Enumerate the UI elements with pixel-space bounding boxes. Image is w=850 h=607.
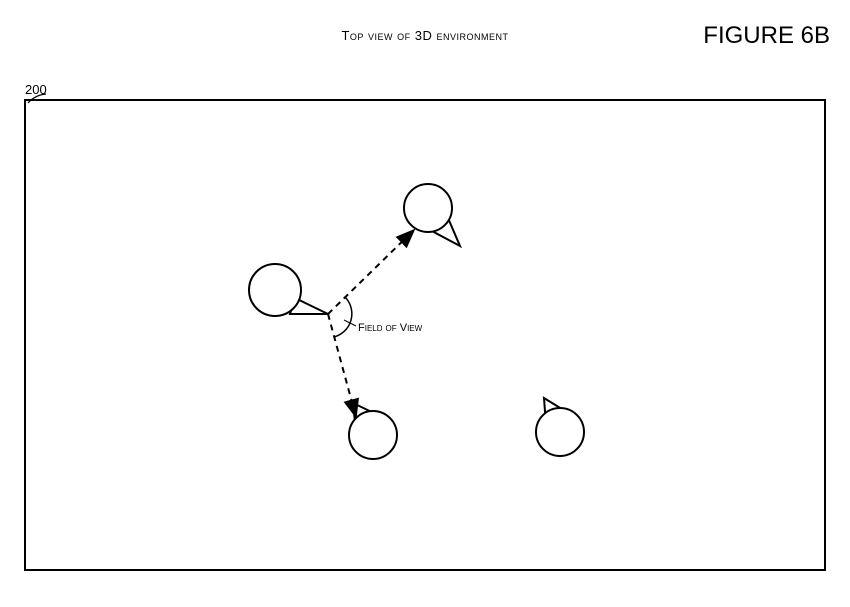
field-of-view-label: Field of View (358, 322, 422, 334)
diagram-title: Top view of 3D environment (341, 28, 508, 43)
diagram-container: Top view of 3D environment FIGURE 6B 200 (0, 0, 850, 607)
fov-arrow-upper (328, 230, 414, 314)
entity-right (536, 398, 584, 456)
fov-leader-line (344, 320, 356, 326)
entity-top (404, 184, 460, 246)
fov-arc (334, 297, 352, 337)
figure-number-label: FIGURE 6B (703, 22, 830, 50)
diagram-bounding-box (25, 100, 825, 570)
diagram-svg (0, 0, 850, 607)
reference-number-label: 200 (25, 82, 47, 97)
fov-arrow-lower (328, 314, 356, 417)
entity-bottom (349, 403, 397, 459)
entity-left (249, 264, 328, 316)
